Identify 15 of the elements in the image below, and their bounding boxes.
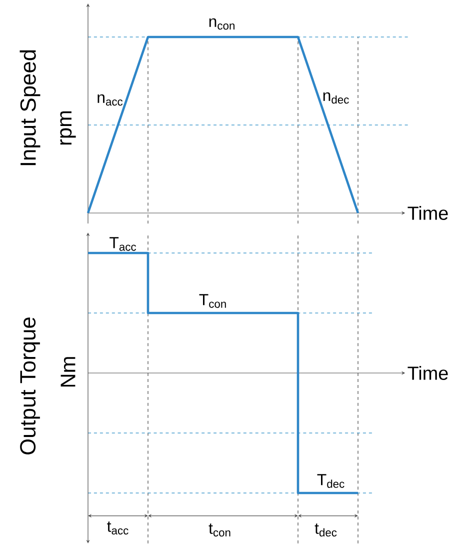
text: rpm bbox=[60, 111, 76, 145]
annotation: T$_{dec}$ bbox=[317, 474, 344, 488]
annotation: T$_{con}$ bbox=[199, 294, 226, 308]
x-axis-title: Time bbox=[408, 206, 448, 220]
annotation: n$_{acc}$ bbox=[98, 94, 123, 106]
y-axis-title: Input Speed bbox=[20, 50, 40, 166]
annotation: n$_{dec}$ bbox=[323, 92, 349, 104]
text: t$_{con}$ bbox=[208, 524, 230, 536]
text: T$_{acc}$ bbox=[110, 237, 136, 251]
text: t$_{dec}$ bbox=[314, 524, 337, 536]
text: n$_{con}$ bbox=[209, 18, 234, 30]
x-axis-title: Time bbox=[408, 366, 448, 380]
text: t$_{acc}$ bbox=[107, 522, 128, 534]
y-axis-title: Output Torque bbox=[20, 318, 40, 454]
text: Nm bbox=[60, 357, 76, 387]
